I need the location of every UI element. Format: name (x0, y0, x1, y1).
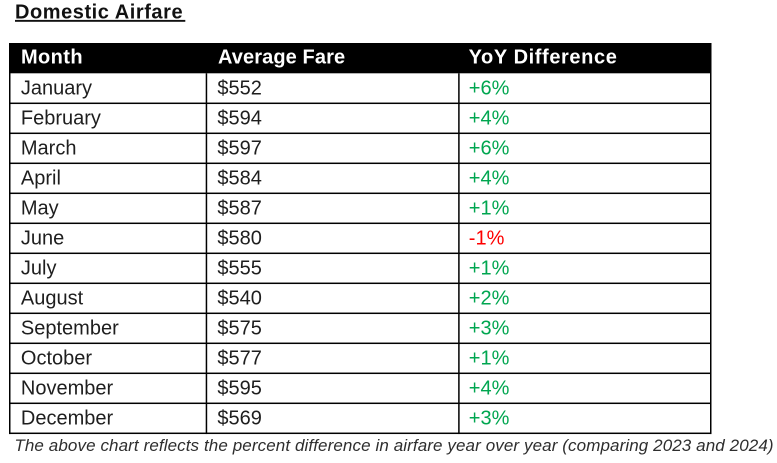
svg-text:$569: $569 (217, 408, 262, 430)
svg-text:+4%: +4% (469, 168, 510, 190)
svg-text:July: July (21, 258, 57, 280)
svg-text:+3%: +3% (469, 408, 510, 430)
svg-text:December: December (21, 408, 114, 430)
svg-text:$587: $587 (217, 198, 262, 220)
svg-text:October: October (21, 348, 92, 370)
svg-text:+1%: +1% (469, 348, 510, 370)
svg-text:$595: $595 (217, 378, 262, 400)
svg-text:YoY Difference: YoY Difference (469, 47, 618, 69)
svg-text:August: August (21, 288, 84, 310)
svg-text:September: September (21, 318, 119, 340)
svg-text:Average Fare: Average Fare (218, 47, 345, 69)
svg-text:+3%: +3% (469, 318, 510, 340)
svg-text:+2%: +2% (469, 288, 510, 310)
svg-text:June: June (21, 228, 64, 250)
svg-text:$540: $540 (217, 288, 262, 310)
svg-text:+4%: +4% (469, 378, 510, 400)
svg-text:February: February (21, 108, 101, 130)
svg-text:$552: $552 (217, 78, 262, 100)
svg-text:April: April (21, 168, 61, 190)
svg-text:Month: Month (21, 47, 83, 69)
svg-text:May: May (21, 198, 59, 220)
svg-text:$597: $597 (217, 138, 262, 160)
svg-text:+6%: +6% (469, 138, 510, 160)
svg-text:$555: $555 (217, 258, 262, 280)
svg-text:January: January (21, 78, 92, 100)
svg-text:November: November (21, 378, 114, 400)
svg-text:$580: $580 (217, 228, 262, 250)
svg-text:March: March (21, 138, 77, 160)
svg-text:-1%: -1% (469, 228, 505, 250)
svg-text:+4%: +4% (469, 108, 510, 130)
svg-text:$577: $577 (217, 348, 262, 370)
svg-text:$575: $575 (217, 318, 262, 340)
svg-text:+1%: +1% (469, 198, 510, 220)
svg-text:Domestic Airfare: Domestic Airfare (15, 1, 183, 23)
svg-text:$584: $584 (217, 168, 262, 190)
svg-text:+6%: +6% (469, 78, 510, 100)
svg-text:$594: $594 (217, 108, 262, 130)
svg-text:The above chart reflects the p: The above chart reflects the percent dif… (14, 436, 773, 455)
svg-text:+1%: +1% (469, 258, 510, 280)
